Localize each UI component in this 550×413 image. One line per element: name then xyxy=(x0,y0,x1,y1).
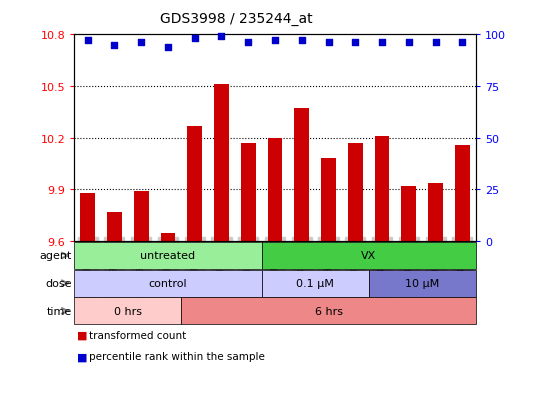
Bar xyxy=(268,138,282,242)
Point xyxy=(83,38,92,45)
Bar xyxy=(455,145,470,242)
Text: ■: ■ xyxy=(77,330,87,340)
Point xyxy=(190,36,199,43)
Point xyxy=(404,40,413,47)
Point xyxy=(163,44,172,51)
Point xyxy=(298,38,306,45)
Text: untreated: untreated xyxy=(140,251,195,261)
Point xyxy=(137,40,146,47)
Text: percentile rank within the sample: percentile rank within the sample xyxy=(89,351,265,361)
Point xyxy=(378,40,387,47)
Bar xyxy=(80,193,95,242)
Bar xyxy=(188,126,202,242)
Point xyxy=(110,42,119,49)
Bar xyxy=(375,137,389,242)
Text: GDS3998 / 235244_at: GDS3998 / 235244_at xyxy=(160,12,313,26)
Text: time: time xyxy=(46,306,72,316)
Bar xyxy=(241,144,256,242)
Bar xyxy=(134,192,149,242)
Bar xyxy=(107,212,122,242)
Text: 0 hrs: 0 hrs xyxy=(114,306,142,316)
Text: ■: ■ xyxy=(77,351,87,361)
Bar xyxy=(214,85,229,242)
Bar xyxy=(294,109,309,242)
Text: transformed count: transformed count xyxy=(89,330,186,340)
Point xyxy=(324,40,333,47)
Bar xyxy=(348,144,362,242)
Text: dose: dose xyxy=(45,278,72,289)
Bar xyxy=(428,183,443,242)
Bar xyxy=(161,233,175,242)
Bar xyxy=(321,159,336,242)
Point xyxy=(244,40,252,47)
Point xyxy=(351,40,360,47)
Bar xyxy=(402,187,416,242)
Text: 10 μM: 10 μM xyxy=(405,278,439,289)
Point xyxy=(431,40,440,47)
Point xyxy=(271,38,279,45)
Point xyxy=(217,34,226,40)
Point xyxy=(458,40,467,47)
Text: agent: agent xyxy=(39,251,72,261)
Text: VX: VX xyxy=(361,251,376,261)
Text: 6 hrs: 6 hrs xyxy=(315,306,343,316)
Text: control: control xyxy=(148,278,187,289)
Text: 0.1 μM: 0.1 μM xyxy=(296,278,334,289)
